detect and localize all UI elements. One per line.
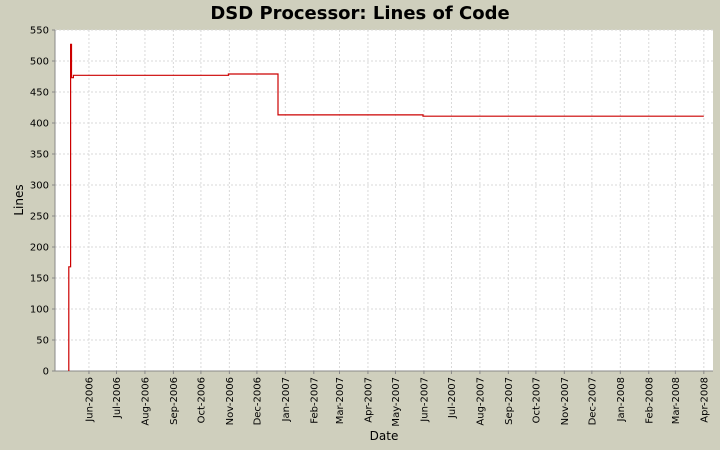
x-tick-label: Nov-2007 bbox=[560, 377, 571, 425]
x-tick-label: Jun-2007 bbox=[419, 377, 430, 423]
x-tick-label: Apr-2007 bbox=[363, 377, 374, 423]
x-tick-label: Jun-2006 bbox=[84, 377, 95, 423]
y-axis: 0 50 100 150 200 250 300 350 400 450 500 550 bbox=[30, 26, 56, 378]
x-tick-label: Nov-2006 bbox=[225, 377, 236, 425]
y-tick-label: 500 bbox=[30, 57, 49, 68]
x-tick-label: Dec-2007 bbox=[587, 377, 598, 425]
y-tick-label: 250 bbox=[30, 212, 49, 223]
x-axis: Jun-2006 Jul-2006 Aug-2006 Sep-2006 Oct-2006… bbox=[55, 370, 713, 427]
y-tick-label: 400 bbox=[30, 119, 49, 130]
y-tick-label: 450 bbox=[30, 88, 49, 99]
x-tick-label: May-2007 bbox=[391, 377, 402, 427]
x-tick-label: Aug-2007 bbox=[475, 377, 486, 426]
y-tick-label: 150 bbox=[30, 274, 49, 285]
x-tick-label: Jan-2008 bbox=[616, 377, 627, 422]
x-tick-label: Jul-2006 bbox=[112, 377, 123, 419]
x-tick-label: Sep-2006 bbox=[169, 377, 180, 425]
y-tick-label: 0 bbox=[43, 367, 49, 378]
y-tick-label: 100 bbox=[30, 305, 49, 316]
y-tick-label: 550 bbox=[30, 26, 49, 37]
y-tick-label: 50 bbox=[36, 336, 49, 347]
x-axis-label: Date bbox=[370, 429, 399, 443]
x-tick-label: Dec-2006 bbox=[252, 377, 263, 425]
x-tick-label: Mar-2007 bbox=[335, 377, 346, 424]
x-tick-label: Apr-2008 bbox=[699, 377, 710, 423]
x-tick-label: Oct-2006 bbox=[196, 377, 207, 423]
x-tick-label: Feb-2008 bbox=[644, 377, 655, 424]
x-tick-label: Feb-2007 bbox=[309, 377, 320, 424]
x-tick-label: Jul-2007 bbox=[447, 377, 458, 419]
chart-title: DSD Processor: Lines of Code bbox=[210, 3, 509, 24]
y-axis-label: Lines bbox=[12, 184, 26, 215]
y-tick-label: 200 bbox=[30, 243, 49, 254]
series-layer bbox=[68, 43, 704, 371]
x-tick-label: Sep-2007 bbox=[504, 377, 515, 425]
y-tick-label: 350 bbox=[30, 150, 49, 161]
plot-area bbox=[55, 30, 713, 371]
gridlines bbox=[55, 29, 713, 372]
x-tick-label: Jan-2007 bbox=[281, 377, 292, 422]
x-tick-label: Mar-2008 bbox=[671, 377, 682, 424]
series-line bbox=[68, 43, 704, 371]
x-tick-label: Oct-2007 bbox=[531, 377, 542, 423]
x-tick-label: Aug-2006 bbox=[140, 377, 151, 426]
y-tick-label: 300 bbox=[30, 181, 49, 192]
